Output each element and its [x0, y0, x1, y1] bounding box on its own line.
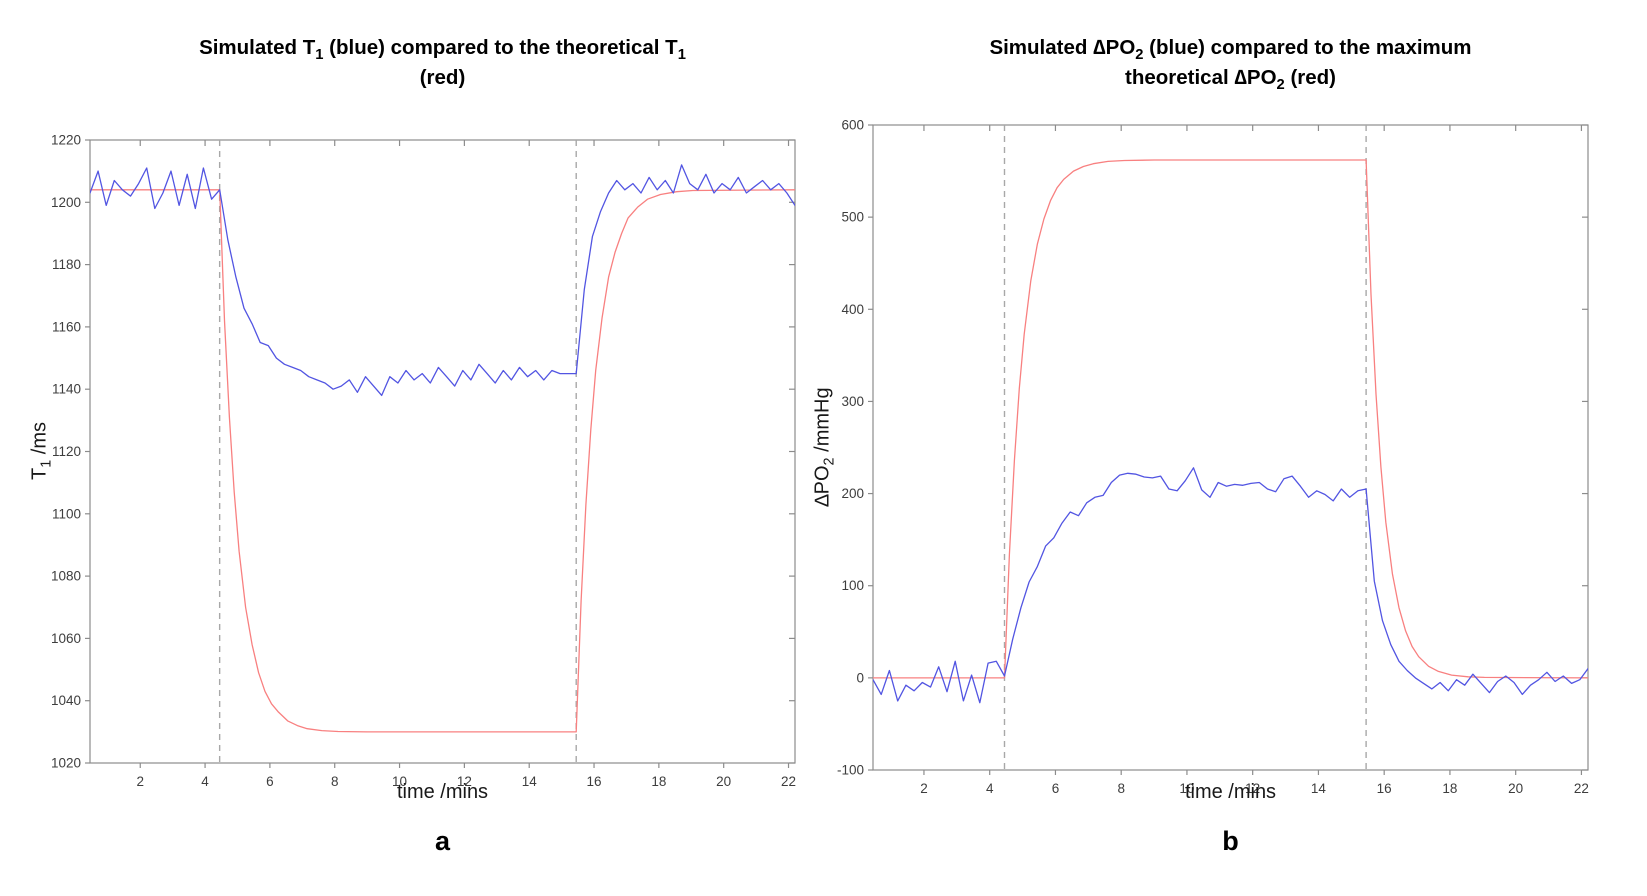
panel-a-caption: a: [434, 826, 451, 856]
panel-b-xlabel: time /mins: [1184, 781, 1277, 803]
x-tick-label: 18: [1442, 781, 1457, 796]
text-line: theoretical ∆PO2 (red): [873, 63, 1588, 93]
y-tick-label: 1120: [52, 444, 81, 459]
y-axis-ticks: 1020 1040 1060 1080 1100 1120 1140 1160 1180 1200…: [51, 133, 795, 771]
y-tick-label: 1080: [51, 569, 81, 584]
subscript: 2: [821, 457, 838, 466]
x-tick-label: 6: [266, 774, 274, 789]
y-tick-label: 200: [841, 486, 864, 501]
x-tick-label: 14: [1311, 781, 1327, 796]
y-axis-ticks: -100 0 100 200 300 400 500 600: [837, 118, 1588, 778]
series-simulated-blue-line: [90, 164, 795, 397]
text-line: ∆PO2 /mmHg: [811, 387, 838, 507]
x-tick-label: 2: [136, 774, 144, 789]
panel-b-title: Simulated ∆PO2 (blue) compared to the ma…: [873, 33, 1588, 93]
x-tick-label: 2: [920, 781, 928, 796]
x-tick-label: 20: [716, 774, 731, 789]
subscript: 1: [315, 47, 324, 64]
x-axis-ticks: 2 4 6 8 10 12 14 16 18 20 22: [136, 140, 796, 789]
text-run: theoretical ∆PO: [1125, 66, 1277, 89]
y-tick-label: 1140: [52, 382, 81, 397]
text-run: (red): [1284, 66, 1336, 89]
x-tick-label: 12: [1245, 781, 1260, 796]
subscript: 1: [38, 459, 55, 468]
y-tick-label: 1040: [51, 693, 81, 708]
y-tick-label: 1180: [52, 257, 81, 272]
x-tick-label: 4: [201, 774, 209, 789]
series-theoretical-red-line: [873, 159, 1588, 679]
y-tick-label: 600: [841, 118, 864, 133]
x-tick-label: 8: [1117, 781, 1125, 796]
subscript: 1: [677, 47, 686, 64]
y-tick-label: 0: [856, 670, 864, 685]
subscript: 2: [1135, 47, 1144, 64]
panel-b-caption: b: [1222, 826, 1239, 856]
text-run: (blue) compared to the maximum: [1143, 36, 1472, 59]
plot-frame: [872, 124, 1589, 771]
panel-a-xlabel: time /mins: [396, 781, 489, 803]
series-theoretical-red-line: [90, 189, 795, 733]
text-run: Simulated T: [199, 36, 316, 59]
x-tick-label: 20: [1508, 781, 1523, 796]
x-tick-label: 18: [651, 774, 666, 789]
y-tick-label: 400: [841, 302, 864, 317]
text-line: Simulated T1 (blue) compared to the theo…: [90, 33, 795, 63]
x-tick-label: 22: [781, 774, 796, 789]
y-tick-label: 100: [841, 578, 864, 593]
y-tick-label: 1220: [51, 133, 81, 148]
panel-a-title: Simulated T1 (blue) compared to the theo…: [90, 33, 795, 93]
y-tick-label: 1100: [52, 506, 81, 521]
panel-a-plot: 2 4 6 8 10 12 14 16 18 20 22 1020 1040 1060 1080 1100 11…: [51, 133, 796, 790]
panel-a-ylabel: T1 /ms: [28, 421, 55, 481]
series-simulated-blue-line: [873, 467, 1588, 704]
subscript: 2: [1276, 77, 1285, 94]
panel-b-plot: 2 4 6 8 10 12 14 16 18 20 22 -100 0 100 200 300 400 500 60…: [837, 118, 1589, 797]
text-line: T1 /ms: [28, 421, 55, 481]
text-line: (red): [90, 63, 795, 93]
x-tick-label: 14: [522, 774, 538, 789]
text-run: Simulated ∆PO: [989, 36, 1136, 59]
x-tick-label: 10: [392, 774, 407, 789]
y-tick-label: 1060: [51, 631, 81, 646]
y-tick-label: 1200: [51, 195, 81, 210]
y-tick-label: -100: [837, 763, 864, 778]
y-tick-label: 300: [841, 394, 864, 409]
text-run: T: [28, 467, 51, 481]
x-tick-label: 8: [331, 774, 339, 789]
x-axis-ticks: 2 4 6 8 10 12 14 16 18 20 22: [920, 125, 1589, 796]
x-tick-label: 12: [457, 774, 472, 789]
text-run: ∆PO: [811, 465, 834, 507]
text-run: (blue) compared to the theoretical T: [323, 36, 678, 59]
text-run: /mmHg: [811, 387, 834, 458]
x-tick-label: 6: [1052, 781, 1060, 796]
x-tick-label: 16: [1377, 781, 1392, 796]
y-tick-label: 1160: [52, 319, 81, 334]
text-run: (red): [419, 66, 466, 89]
x-tick-label: 16: [587, 774, 602, 789]
y-tick-label: 1020: [51, 756, 81, 771]
plot-frame: [89, 139, 796, 764]
x-tick-label: 10: [1179, 781, 1194, 796]
x-tick-label: 4: [986, 781, 994, 796]
y-tick-label: 500: [841, 210, 864, 225]
panel-b-ylabel: ∆PO2 /mmHg: [811, 387, 838, 507]
text-run: /ms: [28, 421, 51, 460]
text-line: Simulated ∆PO2 (blue) compared to the ma…: [873, 33, 1588, 63]
x-tick-label: 22: [1574, 781, 1589, 796]
